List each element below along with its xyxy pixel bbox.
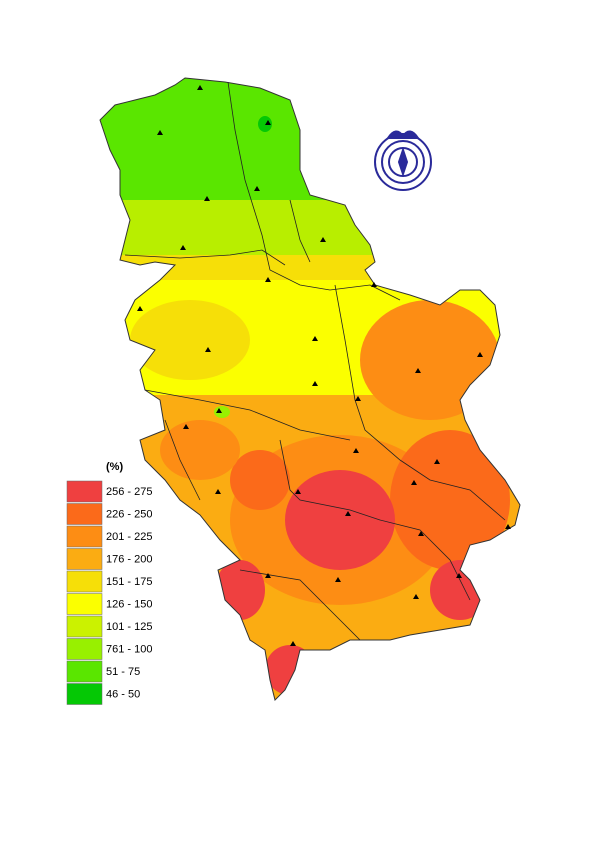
legend-label: 151 - 175 [106, 576, 152, 588]
precipitation-map [100, 78, 520, 700]
legend-swatch [66, 660, 103, 683]
legend-swatch [66, 548, 103, 570]
legend-label: 51 - 75 [106, 666, 140, 678]
legend-label: 256 - 275 [106, 486, 152, 498]
legend-label: 761 - 100 [106, 643, 152, 655]
legend-label: 226 - 250 [106, 508, 152, 520]
legend-label: 176 - 200 [106, 553, 152, 565]
legend-label: 201 - 225 [106, 531, 152, 543]
stations [137, 85, 511, 646]
legend-swatch [66, 480, 103, 503]
legend-swatch [66, 525, 103, 548]
legend-swatch [66, 570, 103, 593]
legend-swatch [66, 615, 103, 638]
rivers [124, 81, 506, 641]
legend-swatch [66, 503, 103, 525]
legend-swatch [66, 683, 103, 705]
legend: (%) 256 - 275 226 - 250 201 - 225 176 - 200… [66, 461, 152, 705]
legend-label: 46 - 50 [106, 688, 140, 700]
legend-swatch [66, 593, 103, 615]
legend-swatch [66, 638, 103, 660]
legend-label: 101 - 125 [106, 621, 152, 633]
logo [374, 130, 432, 191]
legend-label: 126 - 150 [106, 598, 152, 610]
legend-title: (%) [106, 461, 123, 473]
